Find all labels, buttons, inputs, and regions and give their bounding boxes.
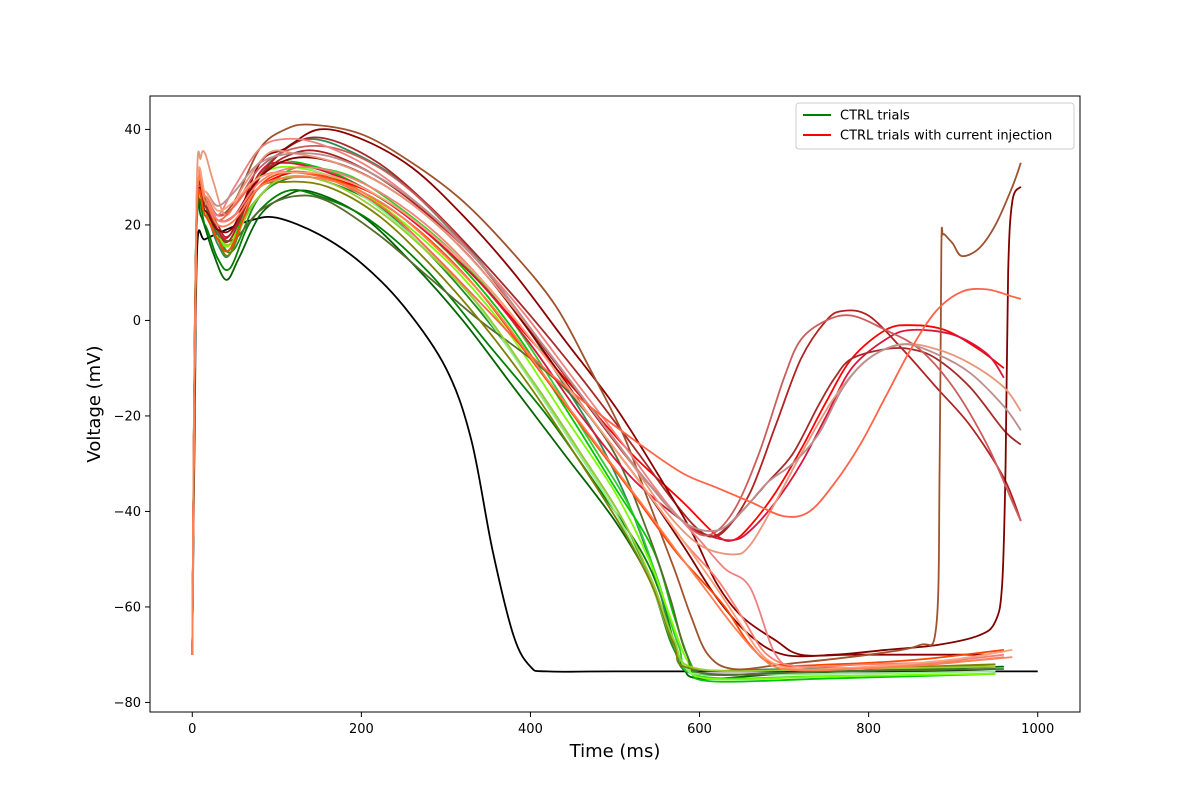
y-tick-label: −20: [114, 409, 141, 424]
x-tick-label: 1000: [1021, 722, 1054, 737]
legend-box: [795, 102, 1075, 150]
y-tick-label: 0: [133, 314, 141, 329]
series-line-0: [191, 215, 1038, 673]
y-axis-title: Voltage (mV): [84, 345, 105, 462]
series-line-27: [191, 176, 1005, 672]
series-line-17: [191, 128, 987, 657]
y-tick-label: 20: [124, 218, 141, 233]
series-line-26: [191, 166, 1013, 671]
series-layer: [191, 123, 1038, 683]
y-axis-ticks: −80 −60 −40 −20 0 20 40: [114, 123, 150, 711]
x-tick-label: 0: [188, 722, 196, 737]
x-tick-label: 800: [856, 722, 881, 737]
plot-frame: [149, 95, 1081, 713]
x-tick-label: 600: [687, 722, 712, 737]
legend: CTRL trials CTRL trials with current inj…: [795, 102, 1075, 150]
y-tick-label: −40: [114, 505, 141, 520]
y-tick-label: 40: [124, 123, 141, 138]
legend-label-injection: CTRL trials with current injection: [840, 129, 1052, 144]
series-line-14: [191, 149, 1022, 655]
x-tick-label: 200: [349, 722, 374, 737]
legend-label-ctrl: CTRL trials: [840, 109, 910, 124]
x-tick-label: 400: [518, 722, 543, 737]
x-axis-ticks: 0 200 400 600 800 1000: [188, 712, 1054, 737]
y-tick-label: −60: [114, 600, 141, 615]
x-axis-title: Time (ms): [569, 741, 661, 762]
y-tick-label: −80: [114, 696, 141, 711]
